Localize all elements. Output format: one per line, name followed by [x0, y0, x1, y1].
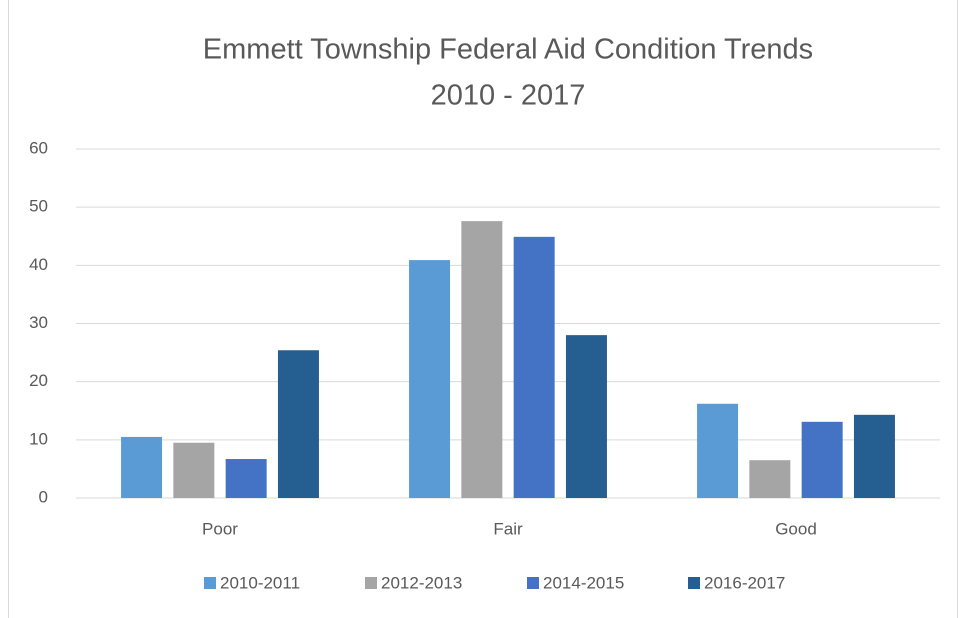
bar	[173, 442, 215, 498]
bar	[853, 414, 895, 498]
y-tick-label: 60	[29, 138, 48, 157]
x-tick-label: Fair	[493, 519, 523, 538]
x-tick-label: Poor	[202, 519, 238, 538]
legend-label: 2016-2017	[704, 573, 785, 592]
x-tick-label: Good	[775, 519, 817, 538]
legend-label: 2014-2015	[543, 573, 624, 592]
y-tick-label: 40	[29, 255, 48, 274]
y-tick-label: 50	[29, 197, 48, 216]
bar	[461, 221, 503, 499]
legend-swatch	[527, 577, 539, 589]
legend-label: 2012-2013	[381, 573, 462, 592]
legend-swatch	[365, 577, 377, 589]
bar	[565, 335, 607, 498]
bar	[121, 436, 163, 498]
chart-frame	[8, 0, 958, 618]
bar	[277, 350, 319, 498]
bar	[749, 460, 791, 498]
legend-swatch	[204, 577, 216, 589]
bar	[697, 403, 739, 498]
y-tick-label: 10	[29, 429, 48, 448]
chart-subtitle: 2010 - 2017	[431, 80, 586, 112]
bar	[409, 260, 451, 498]
y-tick-label: 20	[29, 371, 48, 390]
chart-title: Emmett Township Federal Aid Condition Tr…	[203, 34, 813, 66]
legend-label: 2010-2011	[220, 573, 300, 592]
bar	[801, 421, 843, 498]
legend-swatch	[688, 577, 700, 589]
y-tick-label: 0	[39, 487, 48, 506]
y-tick-label: 30	[29, 313, 48, 332]
bar	[513, 236, 555, 498]
bar	[225, 459, 267, 498]
